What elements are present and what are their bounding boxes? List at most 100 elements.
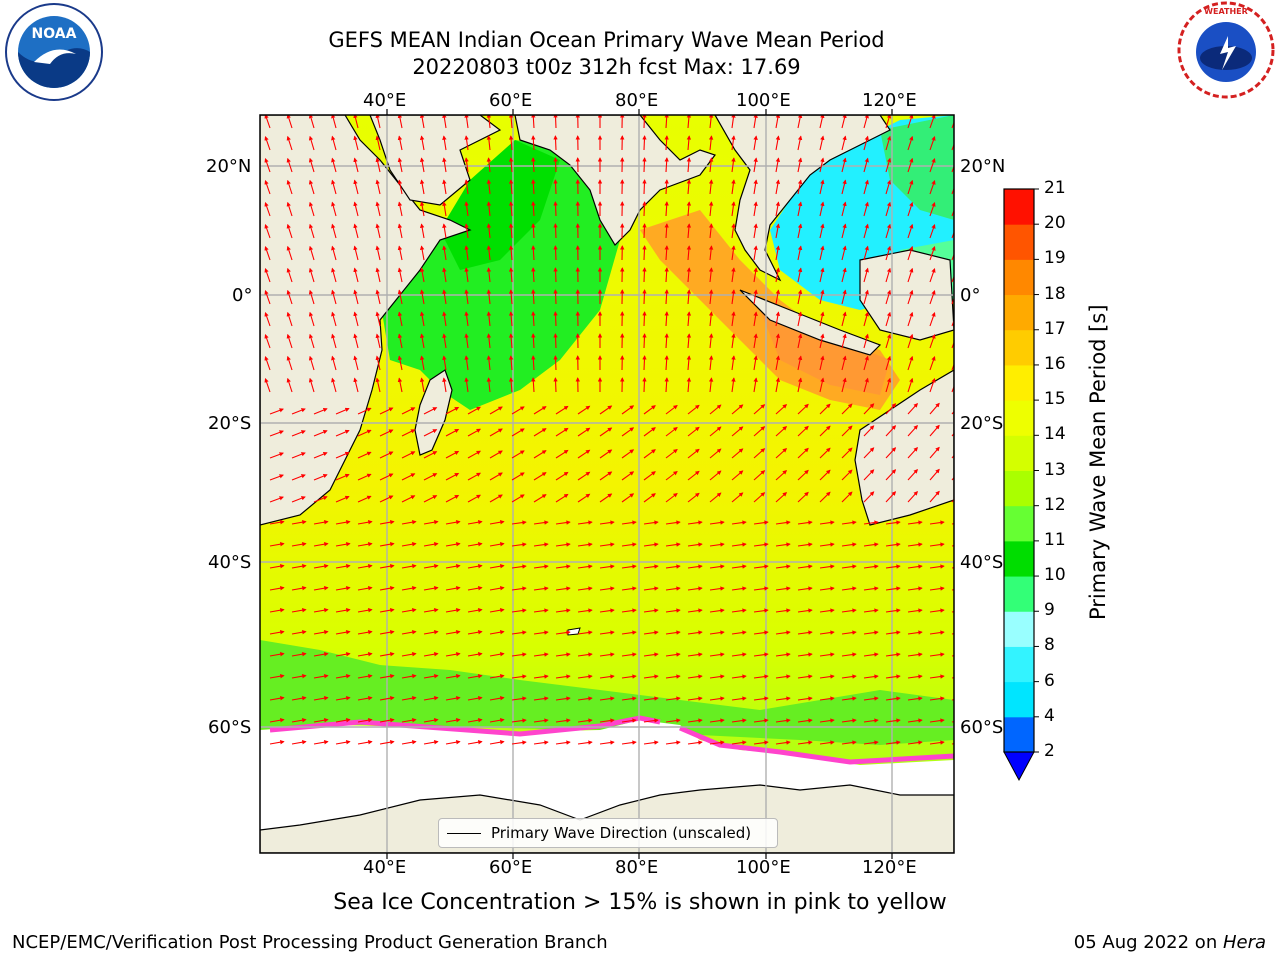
wave-arrow xyxy=(643,471,656,481)
wave-arrow xyxy=(335,696,351,701)
wave-arrow xyxy=(863,652,879,657)
wave-arrow xyxy=(708,223,714,239)
wave-arrow xyxy=(445,652,461,657)
wave-arrow xyxy=(397,289,403,305)
lat-label-right: 60°S xyxy=(960,717,1004,738)
wave-arrow xyxy=(753,674,769,679)
wave-arrow xyxy=(863,542,879,547)
wave-arrow xyxy=(419,355,425,371)
wave-arrow xyxy=(375,115,381,129)
wave-arrow xyxy=(797,630,813,635)
wave-arrow xyxy=(665,426,678,437)
wave-arrow xyxy=(335,495,350,503)
wave-arrow xyxy=(863,586,879,591)
wave-arrow xyxy=(753,201,758,217)
wave-arrow xyxy=(951,202,954,217)
wave-arrow xyxy=(664,377,669,393)
wave-arrow xyxy=(291,430,306,437)
wave-arrow xyxy=(708,179,714,195)
wave-arrow xyxy=(753,157,758,173)
wave-arrow xyxy=(335,542,351,547)
land-madagascar xyxy=(414,369,453,456)
wave-arrow xyxy=(397,245,403,261)
wave-arrow xyxy=(313,474,328,481)
wave-arrow xyxy=(863,223,869,239)
wave-arrow xyxy=(686,355,692,371)
wave-arrow xyxy=(555,586,571,591)
wave-arrow xyxy=(885,311,892,327)
wave-arrow xyxy=(687,740,703,745)
wave-arrow xyxy=(357,429,372,437)
wave-arrow xyxy=(445,564,461,569)
wave-arrow xyxy=(467,652,483,657)
wave-arrow xyxy=(511,494,525,503)
wave-arrow xyxy=(841,245,847,261)
wave-arrow xyxy=(929,245,936,261)
wave-arrow xyxy=(731,115,736,129)
wave-arrow xyxy=(819,355,825,371)
colorbar-segment xyxy=(1004,540,1034,577)
wave-arrow xyxy=(445,542,461,547)
wave-arrow xyxy=(335,674,351,679)
wave-arrow xyxy=(401,520,417,525)
wave-arrow xyxy=(445,630,461,635)
wave-arrow xyxy=(401,696,417,701)
wave-arrow xyxy=(819,223,825,239)
wave-arrow xyxy=(709,470,722,481)
wave-arrow xyxy=(621,405,635,415)
lon-label-bottom: 120°E xyxy=(862,857,917,878)
wave-arrow xyxy=(533,608,549,613)
wave-arrow xyxy=(286,157,293,173)
wave-arrow xyxy=(709,520,725,525)
wave-arrow xyxy=(775,245,781,261)
wave-arrow xyxy=(264,115,271,129)
wave-arrow xyxy=(445,406,460,415)
wave-arrow xyxy=(291,696,307,701)
wave-arrow xyxy=(665,470,678,481)
wave-arrow xyxy=(401,740,417,745)
wave-arrow xyxy=(907,490,918,503)
wave-arrow xyxy=(731,448,744,459)
wave-arrow xyxy=(775,740,791,745)
wave-arrow xyxy=(621,652,637,657)
wave-arrow xyxy=(841,447,853,459)
wave-arrow xyxy=(423,542,439,547)
wave-arrow xyxy=(269,696,285,701)
wave-arrow xyxy=(643,586,659,591)
wave-arrow xyxy=(643,493,656,503)
wave-arrow xyxy=(335,451,350,459)
wave-arrow xyxy=(841,469,853,481)
wave-arrow xyxy=(269,586,285,591)
wave-arrow xyxy=(709,448,722,459)
wave-arrow xyxy=(286,377,293,393)
wave-arrow xyxy=(753,333,758,349)
wave-arrow xyxy=(885,542,901,547)
wave-arrow xyxy=(621,630,637,635)
wave-arrow xyxy=(621,564,637,569)
wave-arrow xyxy=(664,333,669,349)
wave-arrow xyxy=(863,564,879,569)
wave-arrow xyxy=(775,201,781,217)
wave-arrow xyxy=(269,408,284,415)
wave-arrow xyxy=(353,377,359,393)
wave-arrow xyxy=(775,674,791,679)
footer-host: Hera xyxy=(1222,932,1266,953)
wave-arrow xyxy=(553,201,558,217)
wave-arrow xyxy=(885,652,901,657)
wave-arrow xyxy=(531,377,536,393)
wave-arrow xyxy=(731,652,747,657)
wave-arrow xyxy=(489,406,503,415)
wave-arrow xyxy=(643,696,659,701)
wave-arrow xyxy=(686,115,692,129)
wave-arrow xyxy=(286,201,293,217)
wave-arrow xyxy=(907,311,914,327)
wave-arrow xyxy=(375,245,381,261)
wave-arrow xyxy=(885,447,897,459)
footer-date-text: 05 Aug 2022 on xyxy=(1073,932,1223,953)
wave-arrow xyxy=(731,740,747,745)
wave-arrow xyxy=(731,355,736,371)
wave-arrow xyxy=(442,333,447,349)
wave-arrow xyxy=(643,520,659,525)
map-legend: Primary Wave Direction (unscaled) xyxy=(438,818,778,848)
colorbar-level-label: 12 xyxy=(1044,494,1066,515)
